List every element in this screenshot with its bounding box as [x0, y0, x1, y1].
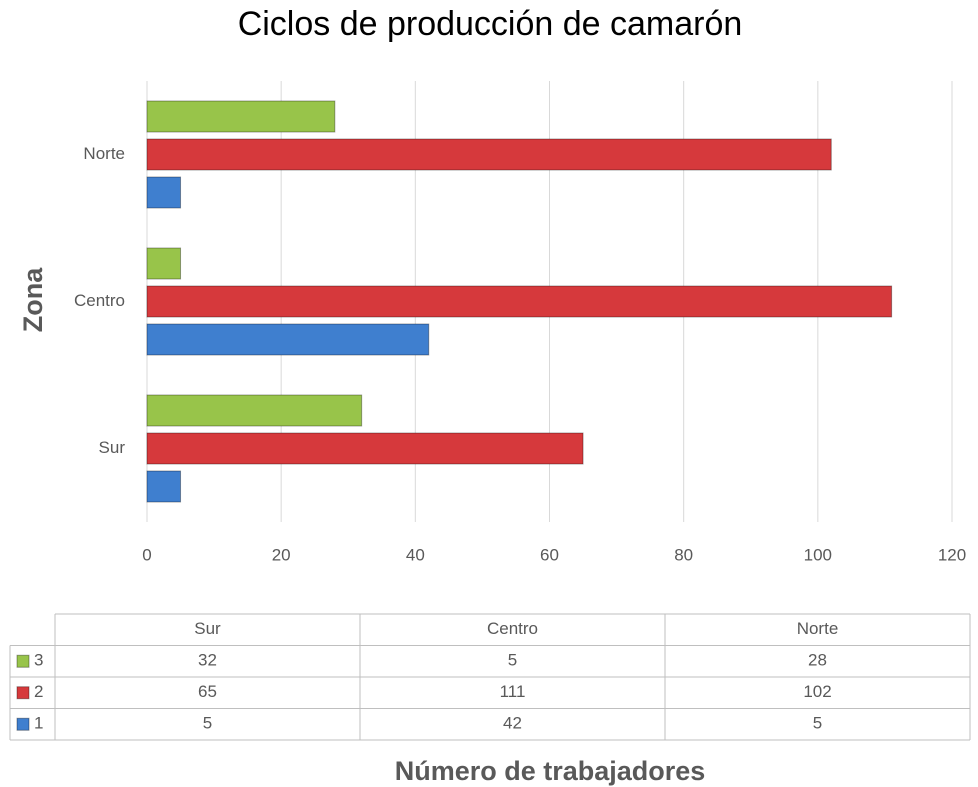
x-tick-label: 60 — [540, 545, 559, 564]
y-tick-label: Centro — [74, 291, 125, 310]
x-axis-title: Número de trabajadores — [395, 756, 706, 786]
y-tick-label: Norte — [83, 144, 125, 163]
y-axis-title: Zona — [18, 267, 48, 332]
bar — [146, 432, 584, 465]
x-tick-label: 100 — [804, 545, 832, 564]
bar — [146, 247, 182, 280]
table-cell: 5 — [813, 714, 822, 733]
x-tick-label: 0 — [142, 545, 151, 564]
bar — [146, 138, 832, 171]
bar — [146, 394, 363, 427]
legend-label: 3 — [34, 651, 43, 670]
bar — [146, 470, 182, 503]
bar — [146, 323, 430, 356]
y-tick-label: Sur — [99, 438, 126, 457]
chart-title: Ciclos de producción de camarón — [238, 5, 743, 43]
table-cell: 5 — [508, 651, 517, 670]
bar — [146, 176, 182, 209]
table-header: Centro — [487, 619, 538, 638]
table-cell: 65 — [198, 682, 217, 701]
bar — [146, 100, 336, 133]
legend-label: 1 — [34, 714, 43, 733]
x-tick-label: 80 — [674, 545, 693, 564]
table-cell: 5 — [203, 714, 212, 733]
legend-label: 2 — [34, 682, 43, 701]
table-cell: 111 — [500, 682, 526, 701]
table-cell: 102 — [803, 682, 831, 701]
legend-key — [16, 654, 30, 668]
table-cell: 32 — [198, 651, 217, 670]
table-cell: 28 — [808, 651, 827, 670]
x-tick-label: 20 — [272, 545, 291, 564]
table-cell: 42 — [503, 714, 522, 733]
bar — [146, 285, 893, 318]
x-tick-label: 40 — [406, 545, 425, 564]
table-header: Sur — [194, 619, 221, 638]
x-tick-label: 120 — [938, 545, 966, 564]
legend-key — [16, 717, 30, 731]
table-header: Norte — [797, 619, 839, 638]
legend-key — [16, 686, 30, 700]
